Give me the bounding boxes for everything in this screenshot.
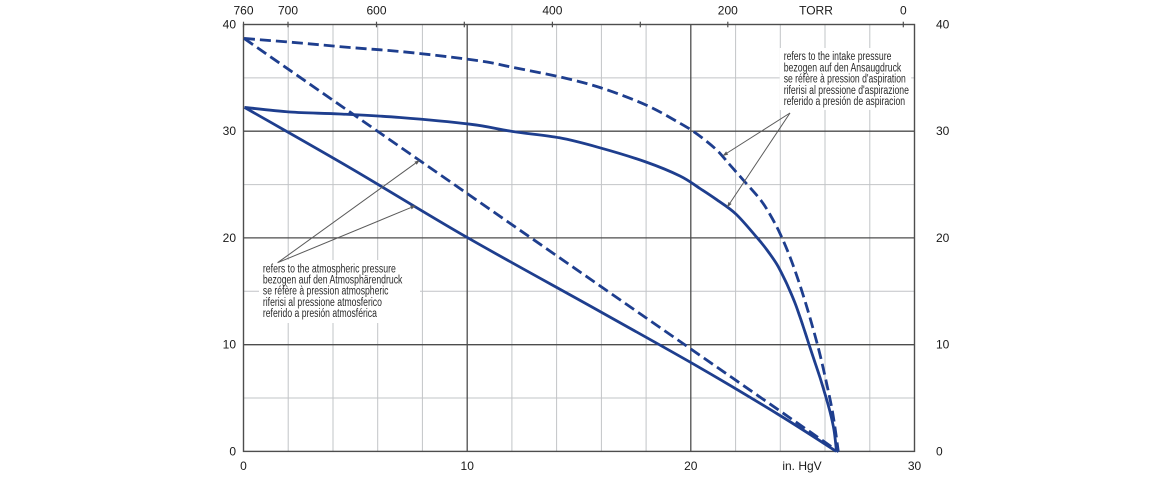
svg-text:riferisi al pressione atmosfer: riferisi al pressione atmosferico [263, 297, 382, 309]
svg-text:40: 40 [936, 18, 950, 32]
svg-text:refers to the atmospheric pres: refers to the atmospheric pressure [263, 263, 396, 275]
svg-text:600: 600 [366, 4, 386, 18]
svg-text:riferisi al pressione d'aspira: riferisi al pressione d'aspirazione [784, 85, 909, 97]
svg-text:30: 30 [908, 459, 922, 473]
svg-text:0: 0 [240, 459, 247, 473]
svg-text:20: 20 [936, 231, 950, 245]
svg-text:se réfère à pression d'aspirat: se réfère à pression d'aspiration [784, 74, 906, 86]
svg-text:10: 10 [223, 338, 237, 352]
svg-text:refers to the intake pressure: refers to the intake pressure [784, 51, 892, 63]
svg-text:20: 20 [223, 231, 237, 245]
svg-text:10: 10 [461, 459, 475, 473]
svg-text:referido a presión atmosférica: referido a presión atmosférica [263, 308, 377, 320]
svg-text:se réfère à pression atmospher: se réfère à pression atmospheric [263, 286, 389, 298]
svg-text:0: 0 [936, 444, 943, 458]
svg-text:0: 0 [900, 4, 907, 18]
svg-text:bezogen auf den Ansaugdruck: bezogen auf den Ansaugdruck [784, 62, 902, 74]
svg-text:400: 400 [542, 4, 562, 18]
svg-text:40: 40 [223, 18, 237, 32]
svg-text:in. HgV: in. HgV [782, 459, 821, 473]
svg-text:30: 30 [223, 124, 237, 138]
svg-text:30: 30 [936, 124, 950, 138]
svg-text:10: 10 [936, 338, 950, 352]
svg-text:20: 20 [684, 459, 698, 473]
svg-text:bezogen auf den Atmosphärendru: bezogen auf den Atmosphärendruck [263, 275, 403, 287]
svg-text:760: 760 [233, 4, 253, 18]
svg-text:700: 700 [278, 4, 298, 18]
svg-text:referido a presión de aspiraci: referido a presión de aspiracion [784, 96, 905, 108]
svg-text:TORR: TORR [799, 4, 833, 18]
svg-text:200: 200 [718, 4, 738, 18]
svg-text:0: 0 [229, 444, 236, 458]
